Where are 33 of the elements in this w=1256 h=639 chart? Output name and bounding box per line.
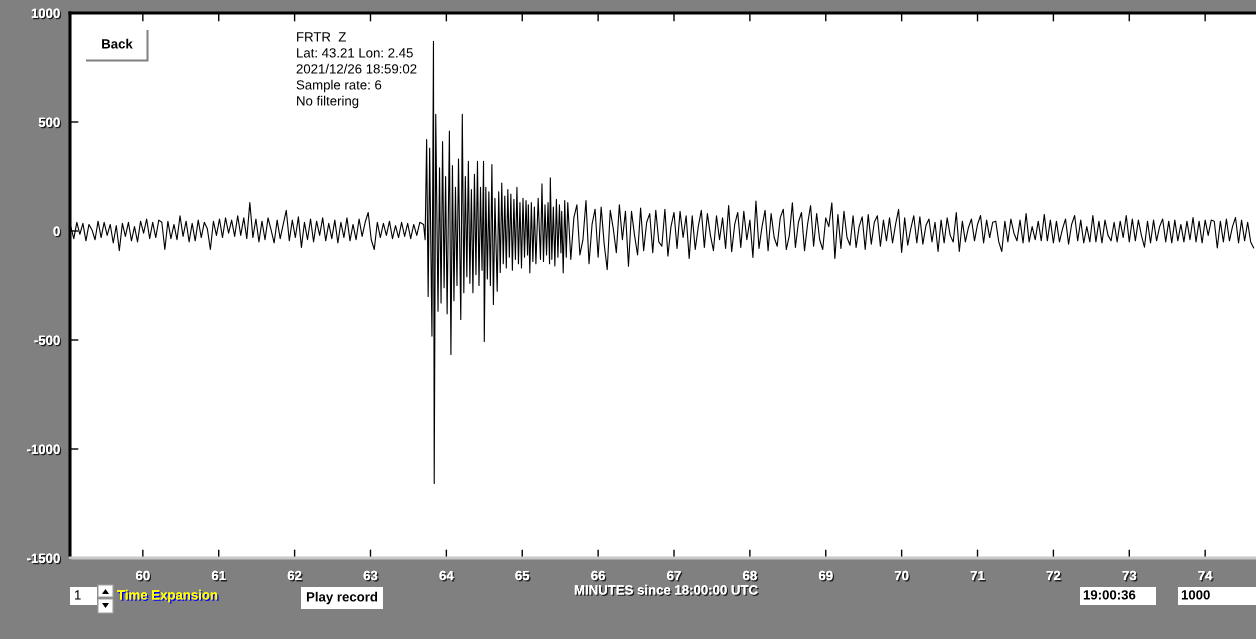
text: 1000 <box>1181 590 1210 600</box>
text: 19:00:36 <box>1083 590 1136 600</box>
text: Play record <box>306 591 378 605</box>
x-tick-label: 71 <box>970 570 986 582</box>
x-axis-title: MINUTES since 18:00:00 UTC <box>574 584 760 596</box>
y-tick-label: 500 <box>38 117 62 129</box>
x-tick-label: 62 <box>287 570 303 582</box>
y-tick-label: -500 <box>34 335 62 347</box>
annotation: Lat: 43.21 Lon: 2.45 <box>297 48 413 58</box>
x-tick-label: 70 <box>894 570 910 582</box>
x-tick-label: 69 <box>818 570 834 582</box>
y-tick-label: 0 <box>53 226 62 238</box>
x-tick-label: 66 <box>591 570 607 582</box>
x-tick-label: 61 <box>211 570 228 582</box>
annotation: Back <box>102 38 133 49</box>
annotation: No filtering <box>297 95 359 109</box>
x-tick-label: 73 <box>1122 570 1138 582</box>
text: 1 <box>75 590 81 600</box>
x-tick-label: 60 <box>135 570 152 582</box>
text: Time Expansion <box>117 589 219 604</box>
x-tick-label: 63 <box>363 570 379 582</box>
x-tick-label: 68 <box>743 570 759 582</box>
x-tick-label: 65 <box>515 570 531 582</box>
annotation: Sample rate: 6 <box>296 79 382 93</box>
x-tick-label: 67 <box>667 570 683 582</box>
x-tick-label: 74 <box>1198 570 1214 582</box>
y-tick-label: -1500 <box>27 553 62 565</box>
text: FRTR Z <box>297 32 346 42</box>
x-tick-label: 72 <box>1046 570 1062 582</box>
y-tick-label: -1000 <box>27 444 62 456</box>
x-tick-label: 64 <box>439 570 456 582</box>
y-tick-label: 1000 <box>31 8 62 20</box>
annotation: 2021/12/26 18:59:02 <box>296 63 417 74</box>
